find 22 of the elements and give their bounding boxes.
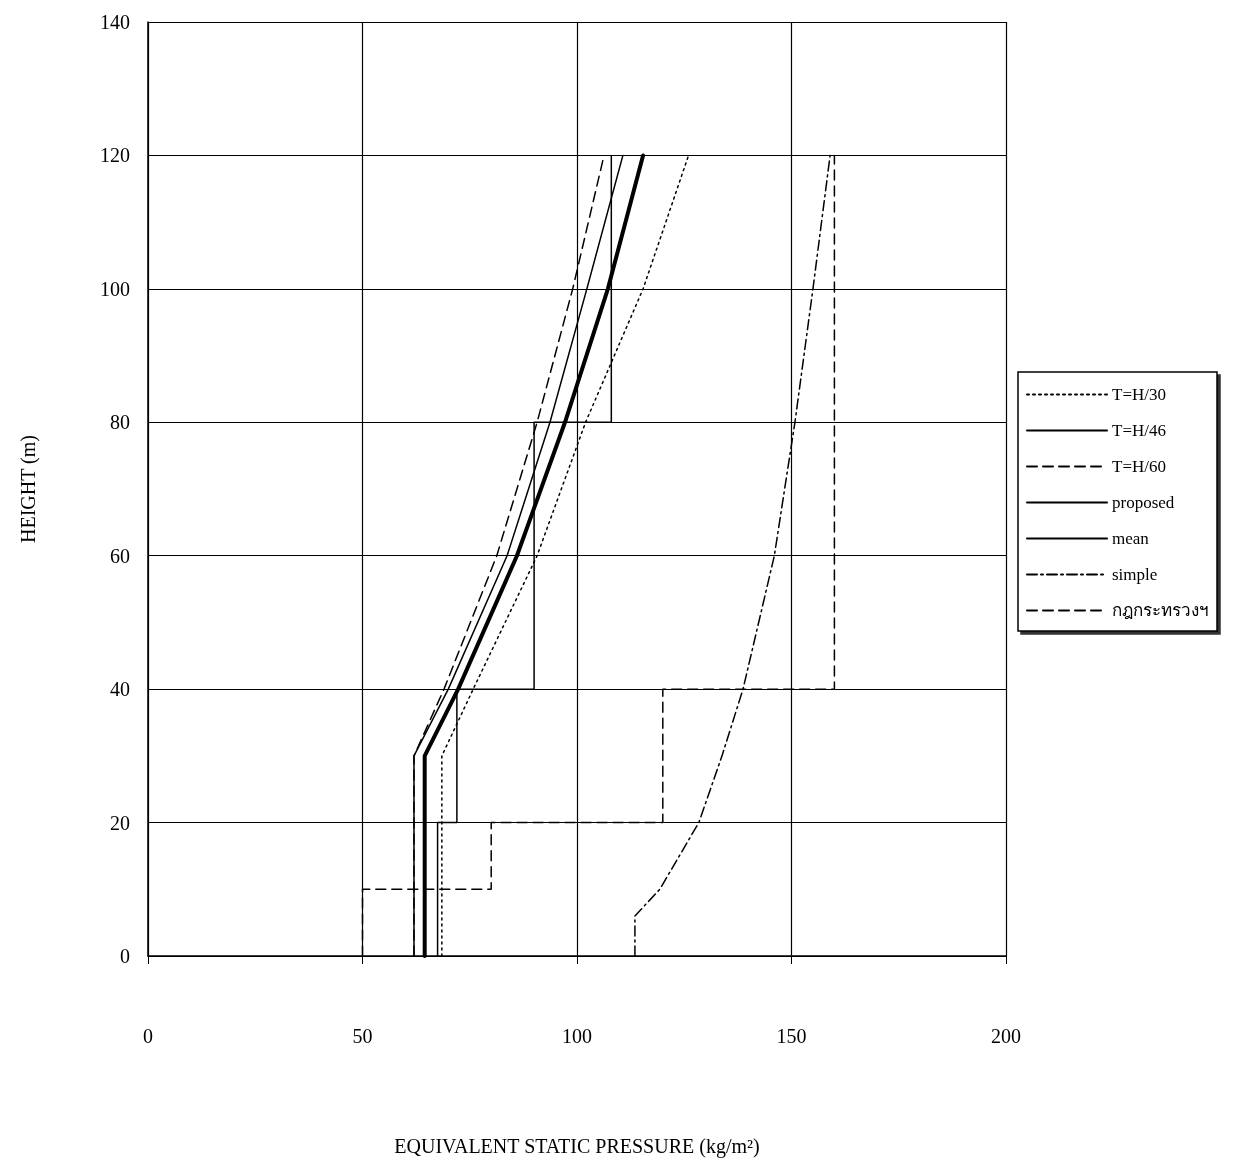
- x-tick-label: 0: [143, 1025, 153, 1047]
- y-tick-label: 0: [120, 945, 130, 967]
- x-axis-title: EQUIVALENT STATIC PRESSURE (kg/m²): [394, 1135, 760, 1158]
- x-tick-label: 50: [352, 1025, 373, 1047]
- y-tick-label: 60: [110, 544, 130, 567]
- y-tick-label: 140: [100, 11, 130, 33]
- y-tick-label: 100: [100, 277, 130, 300]
- x-tick-label: 100: [562, 1025, 592, 1047]
- y-tick-label: 40: [110, 678, 130, 701]
- legend-label: T=H/30: [1112, 385, 1166, 404]
- legend-label: T=H/60: [1112, 457, 1166, 476]
- legend-label: mean: [1112, 529, 1150, 548]
- legend-label: กฎกระทรวงฯ: [1112, 601, 1209, 620]
- legend-label: simple: [1112, 565, 1158, 584]
- y-tick-label: 80: [110, 411, 130, 434]
- legend-label: T=H/46: [1112, 421, 1166, 440]
- legend-label: proposed: [1112, 493, 1175, 512]
- y-tick-label: 20: [110, 811, 130, 834]
- x-tick-label: 200: [991, 1025, 1021, 1047]
- y-tick-label: 120: [100, 144, 130, 167]
- y-axis-title: HEIGHT (m): [17, 435, 40, 543]
- x-tick-label: 150: [776, 1025, 807, 1047]
